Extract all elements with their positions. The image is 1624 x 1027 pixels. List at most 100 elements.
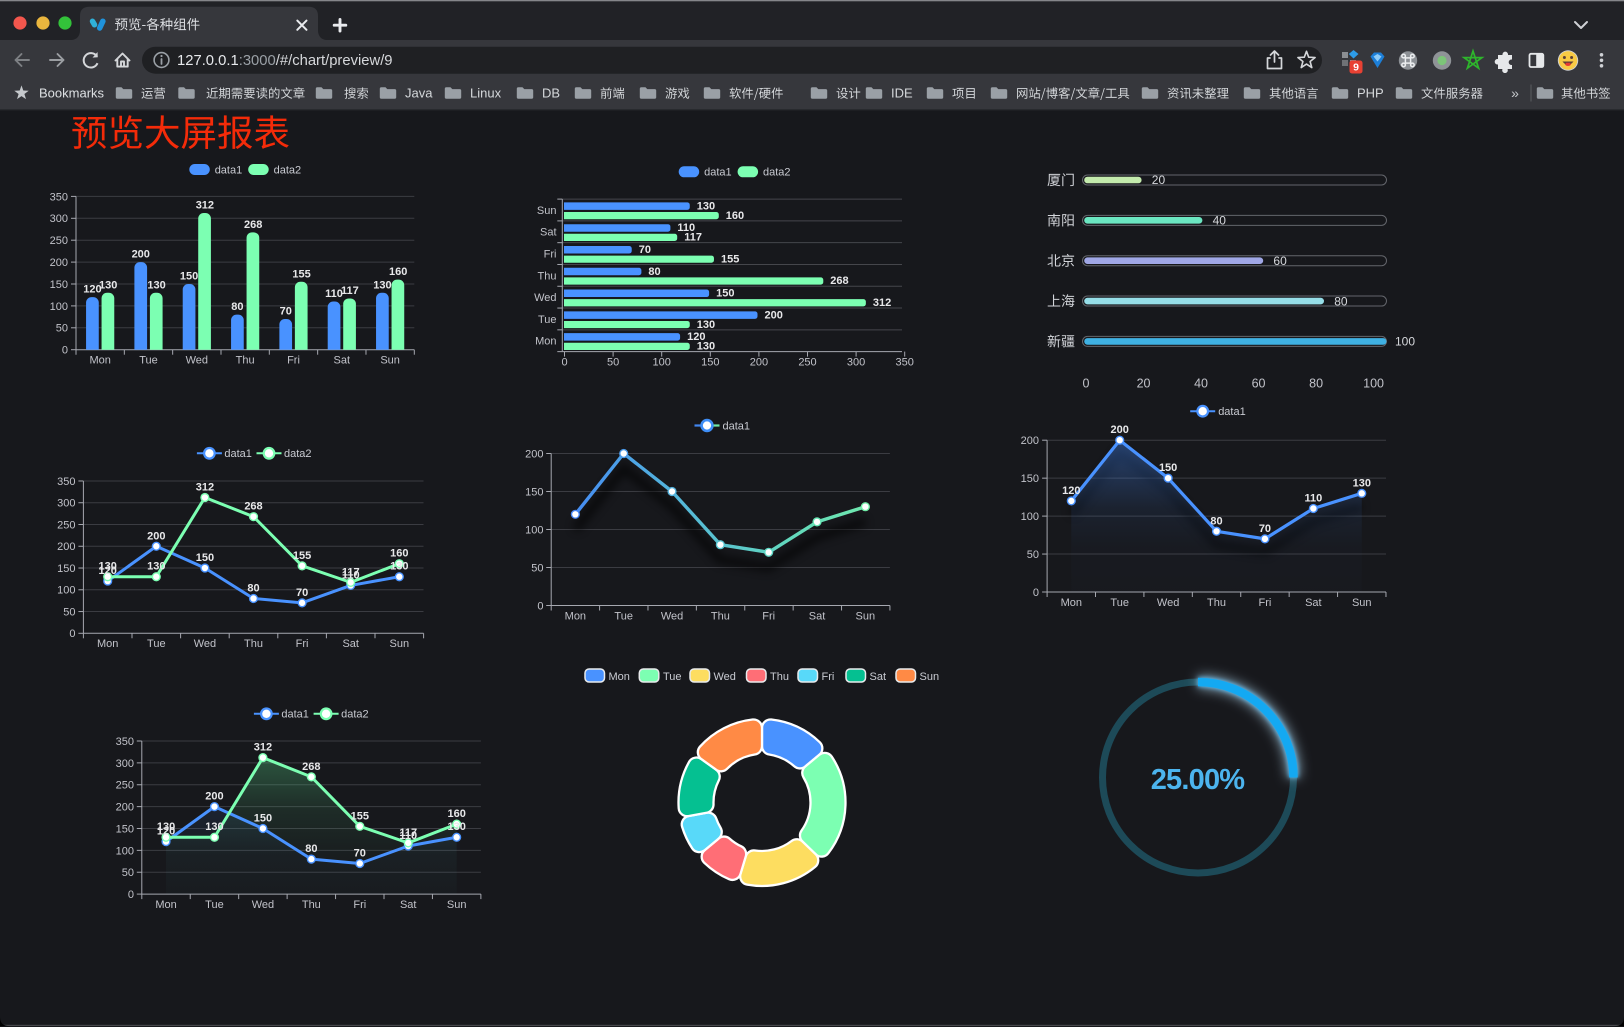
svg-text:Thu: Thu bbox=[1207, 597, 1226, 609]
svg-text:data2: data2 bbox=[341, 709, 369, 721]
svg-text:150: 150 bbox=[116, 823, 134, 835]
svg-text:data2: data2 bbox=[274, 164, 302, 176]
svg-text:100: 100 bbox=[116, 845, 134, 857]
svg-text:200: 200 bbox=[1021, 435, 1039, 447]
svg-text:Mon: Mon bbox=[609, 671, 630, 683]
svg-text:Fri: Fri bbox=[287, 355, 300, 367]
svg-text:80: 80 bbox=[648, 266, 660, 278]
svg-text:130: 130 bbox=[99, 561, 117, 573]
svg-text:data1: data1 bbox=[215, 164, 243, 176]
svg-text:Sat: Sat bbox=[870, 671, 887, 683]
svg-text:Fri: Fri bbox=[762, 610, 775, 622]
svg-text:268: 268 bbox=[302, 761, 320, 773]
svg-text:70: 70 bbox=[354, 847, 366, 859]
svg-text:Sat: Sat bbox=[342, 638, 359, 650]
svg-text:Sun: Sun bbox=[447, 899, 467, 911]
svg-text:155: 155 bbox=[721, 253, 739, 265]
svg-text:130: 130 bbox=[447, 821, 465, 833]
svg-text:312: 312 bbox=[254, 742, 272, 754]
svg-text:Sat: Sat bbox=[1305, 597, 1322, 609]
svg-text:150: 150 bbox=[57, 563, 75, 575]
svg-text:250: 250 bbox=[116, 780, 134, 792]
svg-text:200: 200 bbox=[116, 802, 134, 814]
svg-text:150: 150 bbox=[180, 271, 198, 283]
svg-text:110: 110 bbox=[677, 222, 695, 234]
svg-text:200: 200 bbox=[525, 448, 543, 460]
svg-text:60: 60 bbox=[1252, 376, 1266, 390]
svg-text:130: 130 bbox=[697, 319, 715, 331]
svg-text:Wed: Wed bbox=[252, 899, 274, 911]
svg-text:155: 155 bbox=[293, 550, 311, 562]
svg-text:160: 160 bbox=[389, 266, 407, 278]
svg-text:250: 250 bbox=[798, 356, 816, 368]
svg-text:150: 150 bbox=[701, 356, 719, 368]
svg-text:100: 100 bbox=[525, 524, 543, 536]
svg-text:0: 0 bbox=[561, 356, 567, 368]
svg-text:Mon: Mon bbox=[97, 638, 118, 650]
svg-text:155: 155 bbox=[292, 268, 310, 280]
svg-text:70: 70 bbox=[1259, 523, 1271, 535]
svg-text:110: 110 bbox=[399, 830, 417, 842]
svg-text:60: 60 bbox=[1273, 254, 1287, 268]
svg-text:350: 350 bbox=[896, 356, 914, 368]
svg-text:100: 100 bbox=[1395, 335, 1415, 349]
svg-text:Sat: Sat bbox=[400, 899, 417, 911]
svg-text:200: 200 bbox=[205, 791, 223, 803]
svg-text:117: 117 bbox=[342, 566, 360, 578]
svg-text:0: 0 bbox=[128, 889, 134, 901]
svg-text:9: 9 bbox=[1353, 62, 1359, 74]
svg-text:300: 300 bbox=[50, 213, 68, 225]
svg-text:Sun: Sun bbox=[537, 205, 557, 217]
svg-text:350: 350 bbox=[116, 736, 134, 748]
svg-text:data1: data1 bbox=[704, 167, 732, 179]
svg-text:40: 40 bbox=[1194, 376, 1208, 390]
svg-text:data1: data1 bbox=[1218, 406, 1246, 418]
svg-text:117: 117 bbox=[684, 232, 702, 244]
svg-text:110: 110 bbox=[342, 569, 360, 581]
svg-text:data2: data2 bbox=[284, 448, 312, 460]
svg-text:Thu: Thu bbox=[538, 270, 557, 282]
svg-text:PHP: PHP bbox=[1357, 86, 1384, 101]
svg-text:50: 50 bbox=[122, 867, 134, 879]
svg-text:Wed: Wed bbox=[661, 610, 683, 622]
svg-text:Sun: Sun bbox=[920, 671, 940, 683]
svg-text:Tue: Tue bbox=[614, 610, 633, 622]
svg-text:70: 70 bbox=[280, 306, 292, 318]
svg-text:Sat: Sat bbox=[809, 610, 826, 622]
svg-text:130: 130 bbox=[99, 279, 117, 291]
svg-text:130: 130 bbox=[1353, 477, 1371, 489]
svg-text:Fri: Fri bbox=[822, 671, 835, 683]
svg-text:Wed: Wed bbox=[194, 638, 216, 650]
svg-text:50: 50 bbox=[56, 323, 68, 335]
svg-text:200: 200 bbox=[50, 257, 68, 269]
svg-text:»: » bbox=[1511, 85, 1519, 101]
svg-text:Thu: Thu bbox=[302, 899, 321, 911]
svg-text:80: 80 bbox=[1309, 376, 1323, 390]
svg-text:268: 268 bbox=[244, 501, 262, 513]
svg-text:300: 300 bbox=[116, 758, 134, 770]
svg-text:127.0.0.1:3000/#/chart/preview: 127.0.0.1:3000/#/chart/preview/9 bbox=[177, 53, 393, 69]
svg-text:0: 0 bbox=[537, 600, 543, 612]
svg-text:130: 130 bbox=[147, 561, 165, 573]
svg-text:50: 50 bbox=[607, 356, 619, 368]
svg-text:Sun: Sun bbox=[856, 610, 876, 622]
svg-text:200: 200 bbox=[765, 309, 783, 321]
svg-text:200: 200 bbox=[132, 249, 150, 261]
svg-text:Mon: Mon bbox=[1061, 597, 1082, 609]
svg-text:80: 80 bbox=[305, 843, 317, 855]
svg-text:100: 100 bbox=[57, 585, 75, 597]
svg-text:Tue: Tue bbox=[147, 638, 166, 650]
svg-text:100: 100 bbox=[1021, 511, 1039, 523]
svg-text:250: 250 bbox=[57, 519, 75, 531]
svg-text:Sat: Sat bbox=[334, 355, 351, 367]
svg-text:20: 20 bbox=[1152, 173, 1166, 187]
svg-text:350: 350 bbox=[50, 191, 68, 203]
svg-text:Sun: Sun bbox=[390, 638, 410, 650]
svg-text:268: 268 bbox=[244, 219, 262, 231]
svg-text:117: 117 bbox=[399, 827, 417, 839]
svg-text:20: 20 bbox=[1137, 376, 1151, 390]
svg-text:100: 100 bbox=[653, 356, 671, 368]
svg-text:100: 100 bbox=[1363, 376, 1384, 390]
svg-text:200: 200 bbox=[147, 530, 165, 542]
svg-text:130: 130 bbox=[390, 561, 408, 573]
